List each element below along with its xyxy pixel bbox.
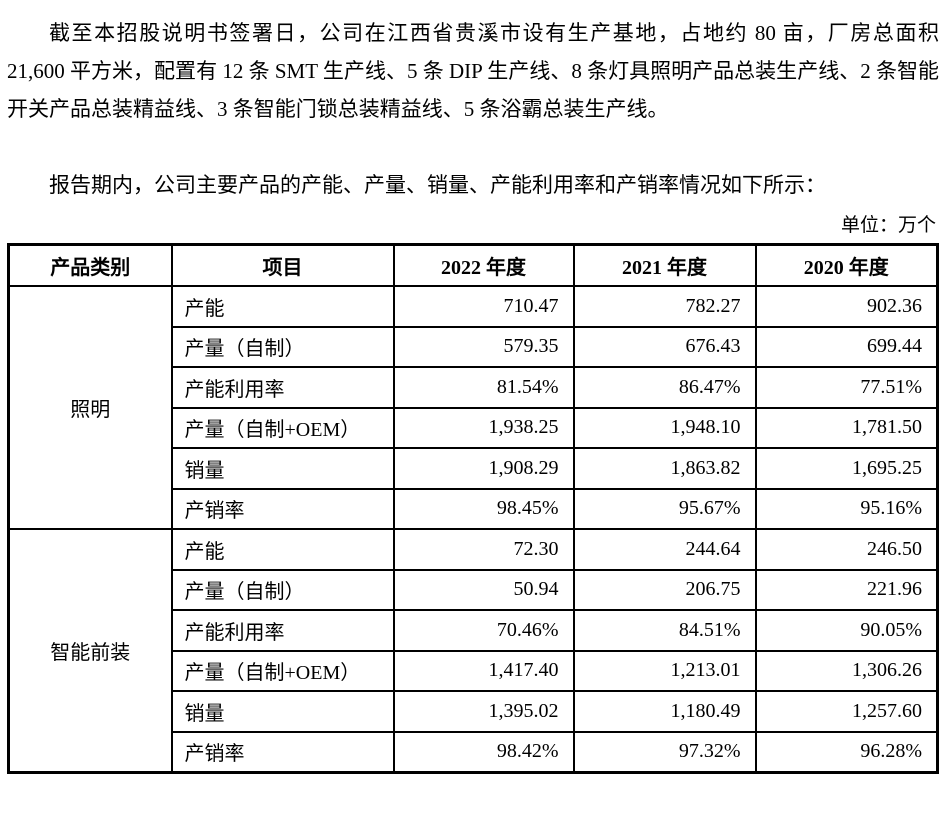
header-year-2020: 2020 年度: [754, 243, 939, 287]
value-cell-2020: 90.05%: [754, 609, 939, 652]
value-cell-2022: 1,908.29: [392, 447, 575, 490]
value-cell-2022: 70.46%: [392, 609, 575, 652]
table-row: 照明 产能 710.47 782.27 902.36: [7, 285, 939, 530]
table-row: 销量 1,908.29 1,863.82 1,695.25: [9, 447, 939, 490]
item-cell: 销量: [170, 690, 395, 733]
table-row: 产量（自制+OEM） 1,417.40 1,213.01 1,306.26: [9, 649, 939, 692]
table-row: 销量 1,395.02 1,180.49 1,257.60: [9, 690, 939, 733]
value-cell-2022: 81.54%: [392, 366, 575, 409]
header-product-category: 产品类别: [7, 243, 173, 287]
value-cell-2020: 96.28%: [754, 730, 939, 774]
value-cell-2022: 1,938.25: [392, 406, 575, 449]
item-cell: 产能: [170, 528, 395, 571]
value-cell-2021: 1,180.49: [572, 690, 757, 733]
item-cell: 产销率: [170, 487, 395, 530]
table-row: 产销率 98.42% 97.32% 96.28%: [9, 730, 939, 774]
item-cell: 产量（自制+OEM）: [170, 649, 395, 692]
document-page: 截至本招股说明书签署日，公司在江西省贵溪市设有生产基地，占地约 80 亩，厂房总…: [7, 21, 939, 774]
value-cell-2021: 782.27: [572, 285, 757, 328]
value-cell-2021: 1,213.01: [572, 649, 757, 692]
value-cell-2020: 221.96: [754, 568, 939, 611]
header-item: 项目: [170, 243, 395, 287]
item-cell: 产能: [170, 285, 395, 328]
value-cell-2021: 95.67%: [572, 487, 757, 530]
item-cell: 销量: [170, 447, 395, 490]
value-cell-2020: 77.51%: [754, 366, 939, 409]
value-cell-2022: 72.30: [392, 528, 575, 571]
value-cell-2020: 246.50: [754, 528, 939, 571]
value-cell-2021: 676.43: [572, 325, 757, 368]
value-cell-2020: 1,781.50: [754, 406, 939, 449]
value-cell-2022: 1,395.02: [392, 690, 575, 733]
value-cell-2021: 1,863.82: [572, 447, 757, 490]
category-cell-lighting: 照明: [7, 285, 173, 530]
item-cell: 产能利用率: [170, 609, 395, 652]
table-row: 产量（自制） 579.35 676.43 699.44: [9, 325, 939, 368]
item-cell: 产销率: [170, 730, 395, 774]
value-cell-2022: 50.94: [392, 568, 575, 611]
value-cell-2021: 1,948.10: [572, 406, 757, 449]
item-cell: 产量（自制）: [170, 325, 395, 368]
value-cell-2020: 699.44: [754, 325, 939, 368]
table-row: 产量（自制） 50.94 206.75 221.96: [9, 568, 939, 611]
table-row: 产能利用率 70.46% 84.51% 90.05%: [9, 609, 939, 652]
value-cell-2022: 98.42%: [392, 730, 575, 774]
header-year-2021: 2021 年度: [572, 243, 757, 287]
value-cell-2022: 1,417.40: [392, 649, 575, 692]
item-cell: 产量（自制）: [170, 568, 395, 611]
table-row: 产量（自制+OEM） 1,938.25 1,948.10 1,781.50: [9, 406, 939, 449]
value-cell-2022: 579.35: [392, 325, 575, 368]
value-cell-2021: 97.32%: [572, 730, 757, 774]
paragraph-production-base: 截至本招股说明书签署日，公司在江西省贵溪市设有生产基地，占地约 80 亩，厂房总…: [7, 21, 939, 121]
table-row: 智能前装 产能 72.30 244.64 246.50: [7, 528, 939, 774]
paragraph-table-intro: 报告期内，公司主要产品的产能、产量、销量、产能利用率和产销率情况如下所示：: [49, 173, 826, 197]
table-row: 产销率 98.45% 95.67% 95.16%: [9, 487, 939, 530]
item-cell: 产量（自制+OEM）: [170, 406, 395, 449]
value-cell-2021: 86.47%: [572, 366, 757, 409]
item-cell: 产能利用率: [170, 366, 395, 409]
value-cell-2021: 84.51%: [572, 609, 757, 652]
unit-label: 单位：万个: [840, 215, 936, 236]
table-row: 产能利用率 81.54% 86.47% 77.51%: [9, 366, 939, 409]
value-cell-2020: 1,257.60: [754, 690, 939, 733]
value-cell-2020: 1,306.26: [754, 649, 939, 692]
header-year-2022: 2022 年度: [392, 243, 575, 287]
value-cell-2020: 95.16%: [754, 487, 939, 530]
value-cell-2020: 1,695.25: [754, 447, 939, 490]
value-cell-2022: 710.47: [392, 285, 575, 328]
value-cell-2020: 902.36: [754, 285, 939, 328]
production-capacity-table: 产品类别 项目 2022 年度 2021 年度 2020 年度 照明 产能 71…: [7, 243, 939, 774]
category-cell-smart-preinstall: 智能前装: [7, 528, 173, 774]
value-cell-2022: 98.45%: [392, 487, 575, 530]
value-cell-2021: 206.75: [572, 568, 757, 611]
value-cell-2021: 244.64: [572, 528, 757, 571]
table-header-row: 产品类别 项目 2022 年度 2021 年度 2020 年度: [7, 243, 939, 287]
